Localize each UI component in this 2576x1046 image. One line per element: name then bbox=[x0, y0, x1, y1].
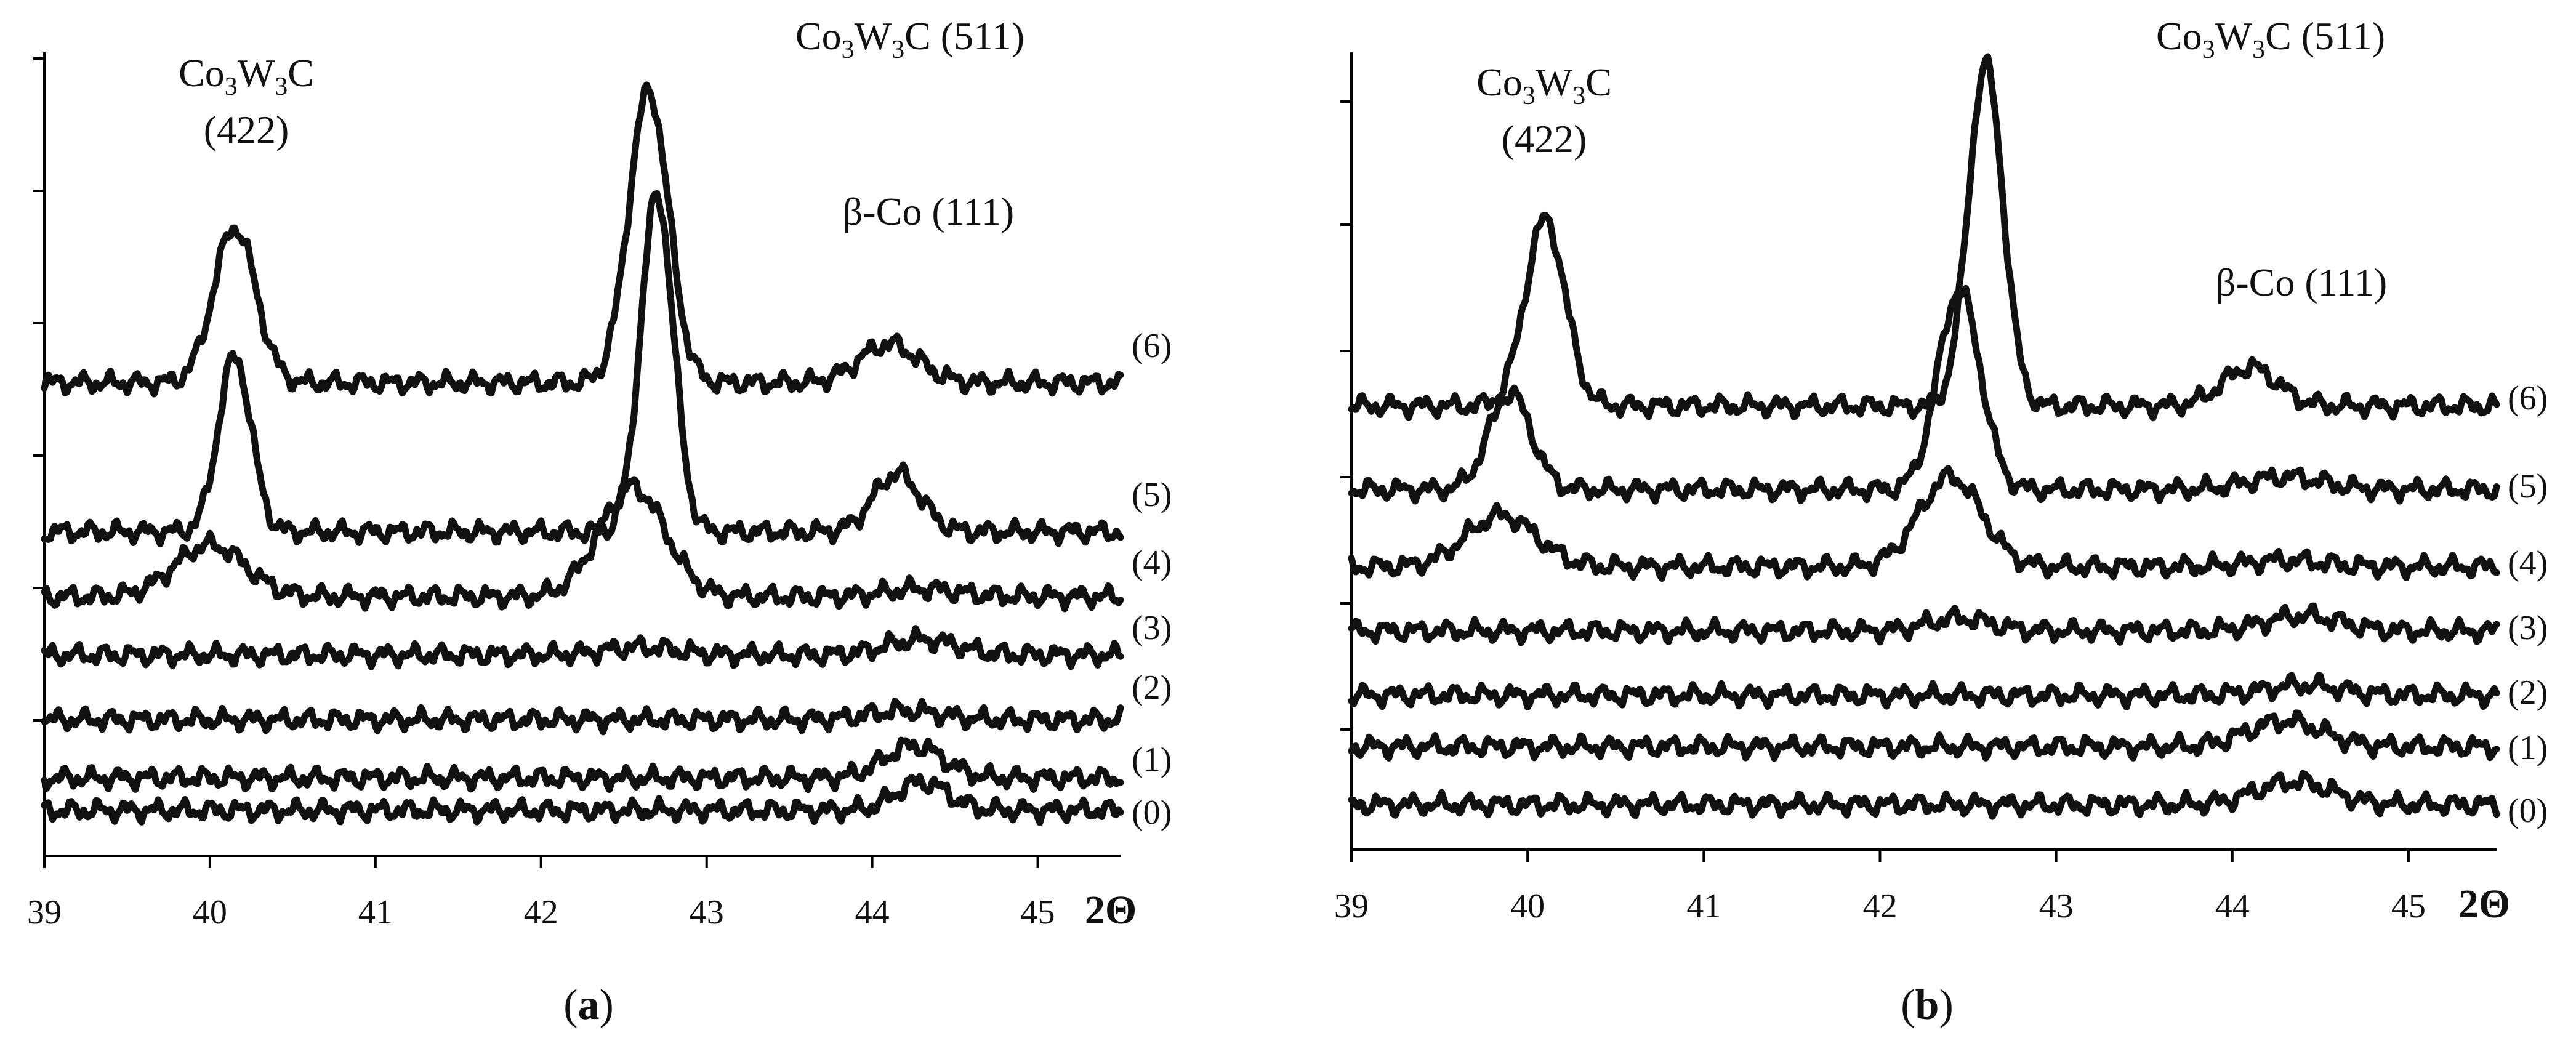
panel-label-open: ( bbox=[1901, 981, 1915, 1029]
series-label-1: (1) bbox=[2508, 729, 2548, 767]
x-tick-label: 40 bbox=[193, 893, 227, 931]
peak-annotation-0: Co3W3C bbox=[179, 51, 314, 101]
series-curve-6 bbox=[41, 81, 1124, 398]
series-curve-2 bbox=[1348, 672, 2500, 711]
peak-annotation-subscript: 3 bbox=[1572, 82, 1585, 110]
panel-label-close: ) bbox=[1939, 981, 1953, 1029]
peak-annotation-text: C (511) bbox=[904, 14, 1024, 58]
peak-annotation-text: Co bbox=[2156, 14, 2202, 58]
series-label-0: (0) bbox=[1132, 794, 1172, 832]
x-tick-label: 43 bbox=[2039, 887, 2074, 925]
x-tick-label: 44 bbox=[855, 893, 890, 931]
peak-annotation-text: W bbox=[855, 14, 892, 58]
series-curve-5 bbox=[1348, 284, 2500, 505]
peak-annotation-text: W bbox=[1536, 60, 1573, 104]
peak-annotation-0: Co3W3C bbox=[1476, 60, 1612, 110]
panel-label-letter: a bbox=[578, 981, 600, 1029]
series-label-2: (2) bbox=[2508, 674, 2548, 712]
peak-annotation-text: W bbox=[238, 51, 275, 95]
series-curve-1 bbox=[1348, 709, 2500, 762]
peak-annotation-text: (422) bbox=[204, 108, 289, 151]
series-curve-0 bbox=[41, 773, 1124, 826]
series-curve-4 bbox=[41, 476, 1124, 613]
x-tick-label: 42 bbox=[1862, 887, 1897, 925]
series-label-5: (5) bbox=[2508, 467, 2548, 505]
peak-annotation-text: (422) bbox=[1502, 117, 1587, 161]
panel-b: 39 40 41 42 43 44 45 2Θ(0)(1)(2)(3)(4)(5)(6)Co3… bbox=[1334, 14, 2548, 1029]
series-label-6: (6) bbox=[2508, 379, 2548, 417]
peak-annotation-subscript: 3 bbox=[2202, 36, 2215, 64]
peak-annotation-subscript: 3 bbox=[275, 73, 288, 101]
series-curve-3 bbox=[1348, 602, 2500, 646]
series-label-0: (0) bbox=[2508, 792, 2548, 830]
peak-annotation-text: C bbox=[288, 51, 314, 95]
peak-annotation-text: β-Co (111) bbox=[843, 190, 1014, 233]
peak-annotation-text: Co bbox=[1476, 60, 1523, 104]
x-tick-label: 39 bbox=[1334, 887, 1369, 925]
panel-label: (b) bbox=[1901, 981, 1954, 1029]
peak-annotation-text: C (511) bbox=[2265, 14, 2385, 58]
peak-annotation-subscript: 3 bbox=[892, 36, 904, 64]
peak-annotation-text: C bbox=[1585, 60, 1612, 104]
peak-annotation-subscript: 3 bbox=[1523, 82, 1536, 110]
series-label-3: (3) bbox=[1132, 609, 1172, 647]
x-tick-label: 42 bbox=[524, 893, 558, 931]
series-curve-4 bbox=[1348, 465, 2500, 582]
peak-annotation-0: (422) bbox=[204, 108, 289, 151]
series-curve-0 bbox=[1348, 770, 2500, 820]
peak-annotation-2: β-Co (111) bbox=[2216, 260, 2387, 304]
peak-annotation-text: β-Co (111) bbox=[2216, 260, 2387, 304]
x-tick-label: 39 bbox=[27, 893, 62, 931]
x-axis-label: 2Θ bbox=[2458, 882, 2510, 927]
series-label-5: (5) bbox=[1132, 476, 1172, 514]
series-curve-6 bbox=[1348, 53, 2500, 422]
peak-annotation-subscript: 3 bbox=[2252, 36, 2265, 64]
series-label-1: (1) bbox=[1132, 741, 1172, 779]
panel-label-letter: b bbox=[1915, 981, 1939, 1029]
x-tick-label: 41 bbox=[1686, 887, 1721, 925]
series-curve-2 bbox=[41, 697, 1124, 736]
peak-annotation-0: (422) bbox=[1502, 117, 1587, 161]
panel-label: (a) bbox=[563, 981, 614, 1029]
peak-annotation-1: Co3W3C (511) bbox=[795, 14, 1024, 64]
series-label-4: (4) bbox=[1132, 544, 1172, 582]
x-tick-label: 40 bbox=[1510, 887, 1545, 925]
x-tick-label: 45 bbox=[1021, 893, 1055, 931]
peak-annotation-subscript: 3 bbox=[842, 36, 855, 64]
series-curve-5 bbox=[41, 190, 1124, 547]
peak-annotation-text: Co bbox=[179, 51, 225, 95]
series-label-3: (3) bbox=[2508, 609, 2548, 647]
x-tick-label: 45 bbox=[2391, 887, 2426, 925]
peak-annotation-text: W bbox=[2215, 14, 2253, 58]
x-tick-label: 41 bbox=[358, 893, 393, 931]
peak-annotation-subscript: 3 bbox=[225, 73, 238, 101]
panel-label-close: ) bbox=[600, 981, 614, 1029]
peak-annotation-2: β-Co (111) bbox=[843, 190, 1014, 233]
peak-annotation-text: Co bbox=[795, 14, 842, 58]
panel-a: 39 40 41 42 43 44 45 2Θ(0)(1)(2)(3)(4)(5)(6)Co3… bbox=[27, 14, 1172, 1029]
x-tick-label: 44 bbox=[2215, 887, 2250, 925]
series-label-4: (4) bbox=[2508, 544, 2548, 582]
series-curve-3 bbox=[41, 625, 1124, 670]
x-axis-label: 2Θ bbox=[1085, 888, 1137, 933]
x-tick-label: 43 bbox=[690, 893, 724, 931]
peak-annotation-1: Co3W3C (511) bbox=[2156, 14, 2385, 64]
series-label-2: (2) bbox=[1132, 669, 1172, 707]
panel-label-open: ( bbox=[563, 981, 578, 1029]
series-curve-1 bbox=[41, 736, 1124, 794]
series-label-6: (6) bbox=[1132, 327, 1172, 365]
